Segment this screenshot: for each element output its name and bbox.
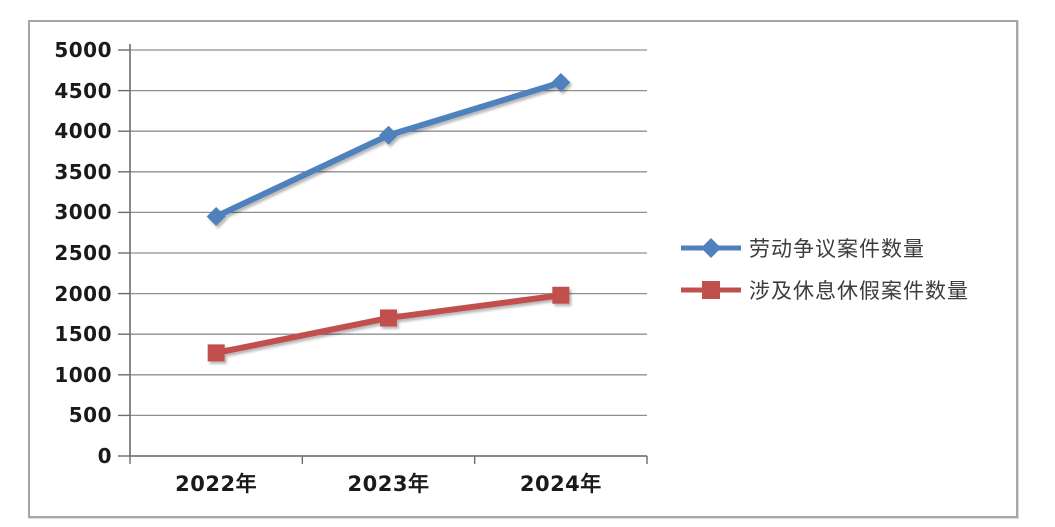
y-axis-tick-label: 1500 [54, 322, 112, 347]
chart-frame: 劳动争议案件数量 涉及休息休假案件数量 0 500 1000 1500 2000 2500… [28, 20, 1018, 518]
data-point-marker [379, 125, 398, 145]
y-axis-tick-label: 3500 [54, 159, 112, 184]
legend-item-labor-dispute-cases: 劳动争议案件数量 [680, 228, 969, 268]
series-line-0 [213, 79, 564, 220]
legend-square-marker-icon [681, 281, 741, 299]
y-axis-tick-label: 5000 [54, 38, 112, 62]
legend-label-series-1: 涉及休息休假案件数量 [749, 279, 969, 303]
legend-diamond-marker-icon [681, 238, 741, 258]
line-chart [118, 44, 648, 464]
x-axis-label: 2024年 [519, 472, 602, 496]
y-axis-tick-label: 2500 [54, 241, 112, 265]
legend-label-series-0: 劳动争议案件数量 [749, 237, 925, 261]
y-axis-tick-label: 4500 [54, 78, 112, 103]
y-axis-tick-label: 4000 [54, 119, 112, 144]
legend-item-rest-leave-cases: 涉及休息休假案件数量 [680, 270, 969, 310]
data-point-marker [206, 206, 226, 226]
y-axis-tick-label: 3000 [54, 200, 112, 225]
y-axis-tick-label: 1000 [54, 362, 112, 387]
square-icon [702, 281, 720, 299]
x-axis-label: 2022年 [175, 472, 258, 496]
y-axis-tick-label: 0 [97, 444, 112, 468]
y-axis-tick-label: 2000 [54, 281, 112, 306]
chart-legend: 劳动争议案件数量 涉及休息休假案件数量 [680, 228, 969, 310]
data-point-marker [551, 72, 571, 92]
series-1 [207, 286, 570, 362]
data-point-marker [380, 309, 397, 327]
data-point-marker [552, 286, 570, 304]
series-0 [206, 72, 571, 226]
y-axis-tick-label: 500 [68, 403, 112, 428]
x-axis-label: 2023年 [347, 472, 430, 496]
diamond-icon [701, 238, 721, 258]
data-point-marker [207, 344, 225, 362]
